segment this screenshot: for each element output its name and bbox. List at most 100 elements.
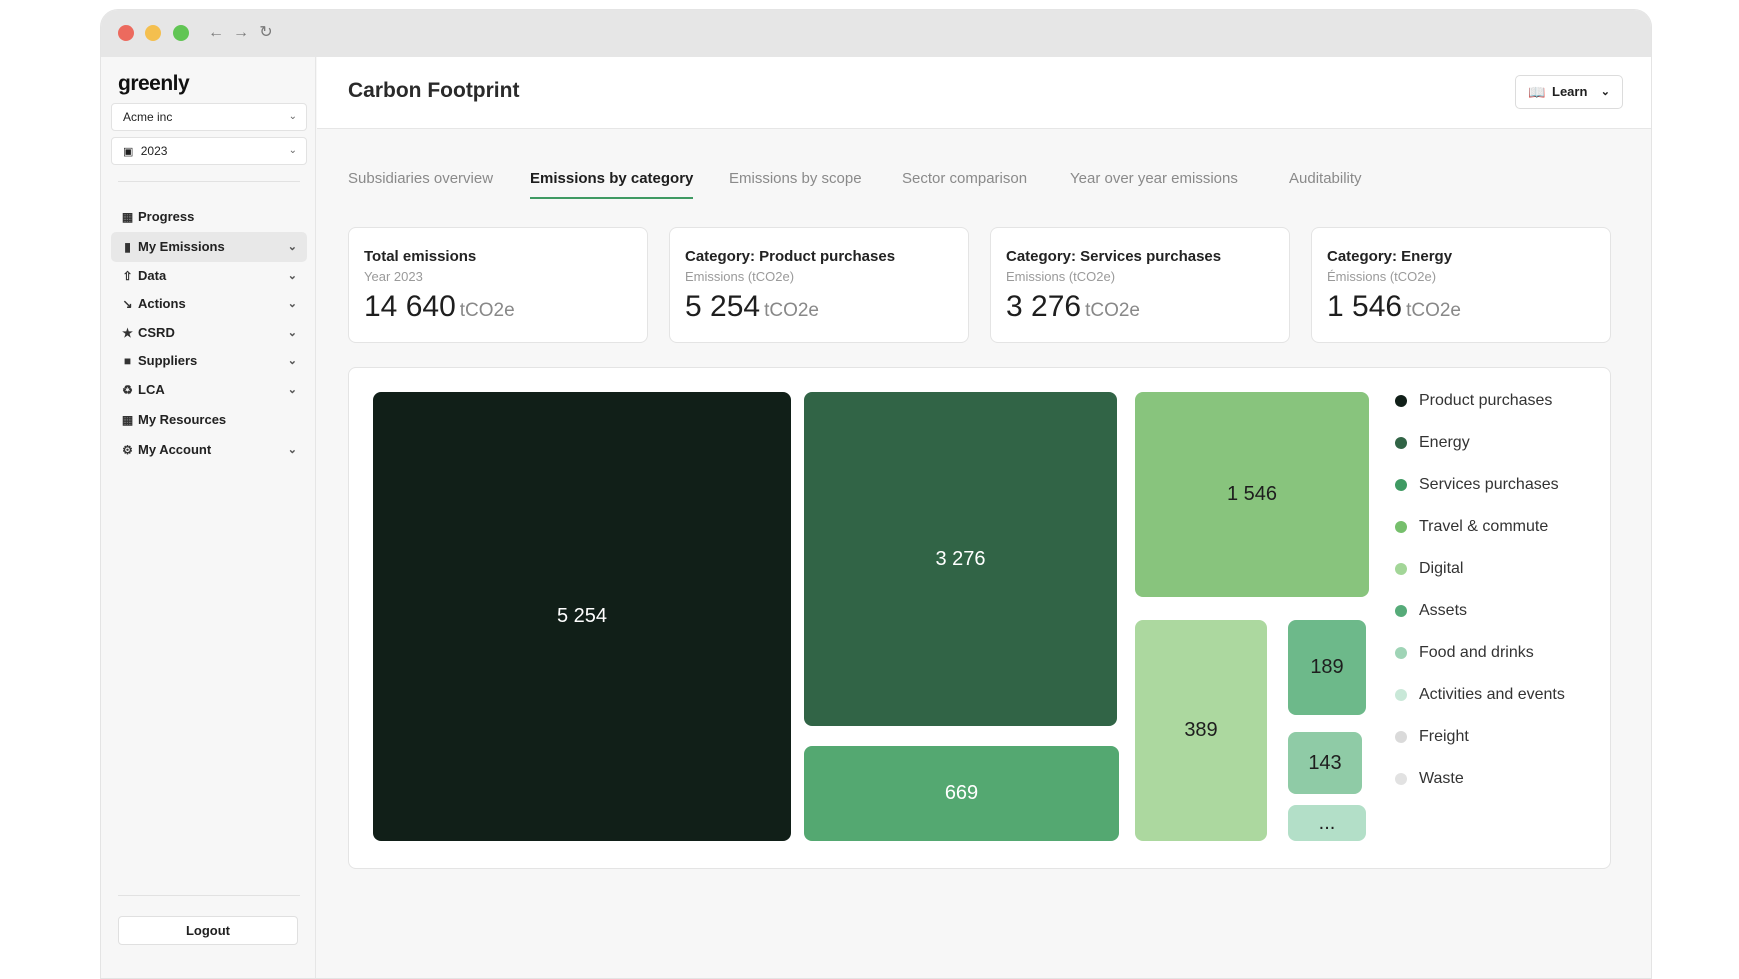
treemap-tile-label: 189 (1310, 656, 1344, 678)
page-title: Carbon Footprint (348, 79, 520, 102)
treemap-tile-label: 1 546 (1226, 483, 1278, 505)
treemap-tile-product-purchases[interactable]: 5 254 (373, 392, 791, 841)
card-unit: tCO2e (459, 300, 515, 321)
card-title: Total emissions (364, 248, 477, 265)
learn-button[interactable]: 📖 Learn ⌄ (1515, 75, 1623, 109)
legend-item: Waste (1395, 768, 1464, 790)
chevron-down-icon: ⌄ (287, 241, 297, 253)
legend-label: Product purchases (1419, 392, 1553, 409)
sidebar-item-lca[interactable]: ♻ LCA ⌄ (111, 375, 307, 405)
sidebar-item-my-account[interactable]: ⚙ My Account ⌄ (111, 435, 307, 465)
sidebar-divider (118, 181, 300, 182)
tab-auditability[interactable]: Auditability (1289, 170, 1362, 187)
legend-label: Activities and events (1419, 686, 1565, 703)
sidebar-item-data[interactable]: ⇧ Data ⌄ (111, 261, 307, 291)
treemap-tile-food-and-drinks[interactable]: 143 (1288, 732, 1362, 794)
calendar-icon: ▣ (123, 146, 134, 158)
legend-label: Freight (1419, 728, 1469, 745)
book-icon: 📖 (1528, 84, 1546, 100)
chevron-down-icon: ⌄ (287, 444, 297, 456)
treemap-tile-travel[interactable]: 669 (804, 746, 1119, 841)
tab-emissions-by-scope[interactable]: Emissions by scope (729, 170, 862, 187)
legend-item: Energy (1395, 432, 1470, 454)
sidebar-item-csrd[interactable]: ★ CSRD ⌄ (111, 318, 307, 348)
legend-swatch (1395, 689, 1407, 701)
grid-icon: ▦ (121, 210, 134, 224)
sidebar-item-label: My Account (138, 442, 212, 457)
legend-swatch (1395, 563, 1407, 575)
reload-icon[interactable]: ↻ (259, 24, 273, 41)
learn-button-label: Learn (1552, 84, 1588, 99)
star-icon: ★ (122, 326, 133, 340)
product-purchases-card: Category: Product purchases Emissions (t… (669, 227, 969, 343)
legend-item: Activities and events (1395, 684, 1565, 706)
year-select-value: 2023 (140, 144, 168, 158)
tab-year-over-year-emissions[interactable]: Year over year emissions (1070, 170, 1238, 187)
company-select[interactable]: Acme inc ⌄ (111, 103, 307, 131)
sidebar-item-label: My Emissions (138, 239, 225, 254)
card-unit: tCO2e (764, 300, 819, 321)
sidebar-item-label: CSRD (138, 325, 175, 340)
legend-swatch (1395, 521, 1407, 533)
sidebar-item-progress[interactable]: ▦ Progress (111, 202, 307, 232)
legend-label: Assets (1419, 602, 1468, 619)
sidebar-item-label: Suppliers (138, 353, 198, 368)
legend-label: Food and drinks (1419, 644, 1534, 661)
legend-label: Travel & commute (1419, 518, 1549, 535)
card-unit: tCO2e (1406, 300, 1461, 321)
sidebar-divider (118, 895, 300, 896)
close-window-button[interactable] (118, 25, 134, 41)
card-subtitle: Émissions (tCO2e) (1327, 269, 1437, 284)
treemap-tile-label: 669 (944, 782, 979, 804)
logout-button[interactable]: Logout (118, 916, 298, 945)
treemap-tile-label: 143 (1308, 751, 1342, 774)
treemap-tile-label: 3 276 (935, 547, 986, 570)
card-title: Category: Services purchases (1006, 248, 1222, 265)
tab-emissions-by-category[interactable]: Emissions by category (530, 170, 694, 200)
tab-subsidiaries-overview[interactable]: Subsidiaries overview (348, 170, 494, 187)
browser-window: ← → ↻ greenly Acme inc ⌄ ▣ 2023 ⌄ ▦ Prog… (100, 9, 1652, 979)
card-title: Category: Energy (1327, 248, 1453, 265)
sidebar-item-my-emissions[interactable]: ▮ My Emissions ⌄ (111, 232, 307, 262)
legend-label: Energy (1419, 434, 1470, 451)
main-content: Carbon Footprint 📖 Learn ⌄ Subsidiaries … (317, 57, 1651, 978)
sidebar-item-label: My Resources (138, 412, 227, 427)
card-subtitle: Emissions (tCO2e) (1006, 269, 1116, 284)
sidebar-item-label: Data (138, 268, 167, 283)
maximize-window-button[interactable] (173, 25, 189, 41)
forward-arrow-icon[interactable]: → (233, 24, 249, 41)
bar-chart-icon: ▮ (124, 240, 131, 254)
legend-item: Product purchases (1395, 390, 1552, 412)
treemap-tile-label: 5 254 (556, 605, 608, 627)
legend-swatch (1395, 647, 1407, 659)
sidebar-item-actions[interactable]: ↘ Actions ⌄ (111, 289, 307, 319)
card-subtitle: Emissions (tCO2e) (685, 269, 795, 284)
chevron-down-icon: ⌄ (288, 145, 297, 156)
card-subtitle: Year 2023 (364, 269, 423, 284)
card-value: 3 276 (1006, 290, 1082, 323)
treemap-tile-energy[interactable]: 1 546 (1135, 392, 1369, 597)
minimize-window-button[interactable] (145, 25, 161, 41)
treemap-tile-other[interactable]: ... (1288, 805, 1366, 841)
legend-label: Waste (1419, 770, 1464, 787)
back-arrow-icon[interactable]: ← (208, 24, 224, 41)
sidebar-item-suppliers[interactable]: ■ Suppliers ⌄ (111, 346, 307, 376)
card-value: 5 254 (685, 290, 761, 323)
tab-sector-comparison[interactable]: Sector comparison (902, 170, 1028, 187)
sidebar: greenly Acme inc ⌄ ▣ 2023 ⌄ ▦ Progress ▮… (101, 57, 316, 978)
page-header: Carbon Footprint 📖 Learn ⌄ (317, 57, 1651, 129)
chevron-down-icon: ⌄ (287, 270, 297, 282)
browser-titlebar: ← → ↻ (101, 10, 1651, 57)
recycle-icon: ♻ (122, 383, 133, 397)
treemap-tile-digital[interactable]: 389 (1135, 620, 1267, 841)
card-unit: tCO2e (1085, 300, 1140, 321)
emissions-treemap-panel: 5 254 3 276 669 1 546 389 189 143 ... Pr… (348, 367, 1611, 869)
legend-swatch (1395, 731, 1407, 743)
legend-item: Services purchases (1395, 474, 1559, 496)
treemap-tile-assets[interactable]: 189 (1288, 620, 1366, 715)
card-value: 14 640 (364, 290, 456, 323)
sidebar-item-my-resources[interactable]: ▦ My Resources (111, 405, 307, 435)
treemap-tile-services-purchases[interactable]: 3 276 (804, 392, 1117, 726)
greenly-logo: greenly (118, 72, 190, 95)
year-select[interactable]: ▣ 2023 ⌄ (111, 137, 307, 165)
